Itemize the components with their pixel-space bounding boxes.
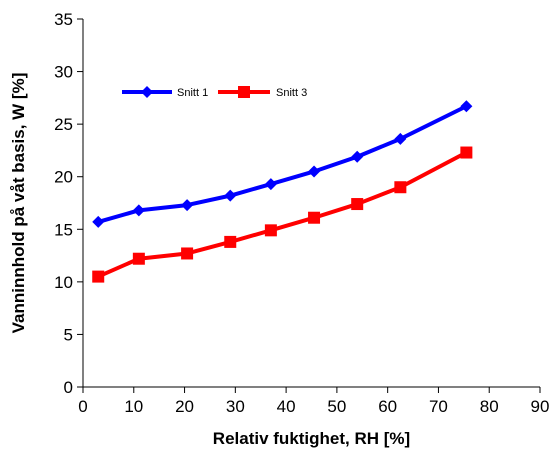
y-ticks: 0 5 10 15 20 25 30 35 — [54, 10, 83, 397]
y-tick-label: 10 — [54, 273, 73, 292]
x-tick-label: 10 — [124, 397, 143, 416]
y-tick-label: 25 — [54, 115, 73, 134]
data-point — [181, 199, 194, 212]
x-tick-label: 70 — [429, 397, 448, 416]
series-layer — [92, 100, 473, 283]
data-point — [264, 178, 277, 191]
y-tick-label: 20 — [54, 168, 73, 187]
legend-swatch-marker — [141, 86, 153, 98]
data-point — [92, 270, 105, 283]
legend-label: Snitt 1 — [177, 87, 208, 99]
data-point — [224, 235, 237, 248]
x-tick-label: 60 — [378, 397, 397, 416]
data-point — [394, 181, 407, 194]
x-axis-label: Relativ fuktighet, RH [%] — [213, 429, 410, 448]
x-tick-label: 90 — [531, 397, 550, 416]
data-point — [351, 198, 364, 211]
data-point — [351, 150, 364, 163]
data-point — [92, 215, 105, 228]
data-point — [264, 224, 277, 237]
data-point — [181, 247, 194, 260]
x-tick-label: 20 — [175, 397, 194, 416]
series-2 — [92, 146, 473, 283]
y-axis-label: Vanninnhold på våt basis, W [%] — [9, 73, 28, 334]
legend-item-1: Snitt 1 — [122, 86, 208, 99]
x-tick-label: 30 — [226, 397, 245, 416]
data-point — [224, 189, 237, 202]
x-tick-label: 50 — [327, 397, 346, 416]
axes — [82, 19, 540, 388]
series-line — [97, 150, 468, 279]
data-point — [308, 211, 321, 224]
data-point — [394, 132, 407, 145]
x-tick-label: 0 — [78, 397, 87, 416]
y-tick-label: 5 — [64, 325, 73, 344]
y-tick-label: 0 — [64, 378, 73, 397]
legend-label: Snitt 3 — [276, 87, 307, 99]
data-point — [460, 146, 473, 159]
series-1 — [92, 100, 473, 228]
legend: Snitt 1 Snitt 3 — [122, 86, 307, 99]
y-tick-label: 35 — [54, 10, 73, 29]
legend-swatch-marker — [238, 86, 250, 98]
x-tick-label: 40 — [277, 397, 296, 416]
y-tick-label: 30 — [54, 63, 73, 82]
series-line — [97, 104, 468, 224]
data-point — [308, 165, 321, 178]
data-point — [460, 100, 473, 113]
legend-item-2: Snitt 3 — [218, 86, 307, 99]
data-point — [132, 252, 145, 265]
data-point — [132, 204, 145, 217]
x-tick-label: 80 — [480, 397, 499, 416]
x-ticks: 0 10 20 30 40 50 60 70 80 90 — [78, 387, 549, 416]
y-tick-label: 15 — [54, 220, 73, 239]
